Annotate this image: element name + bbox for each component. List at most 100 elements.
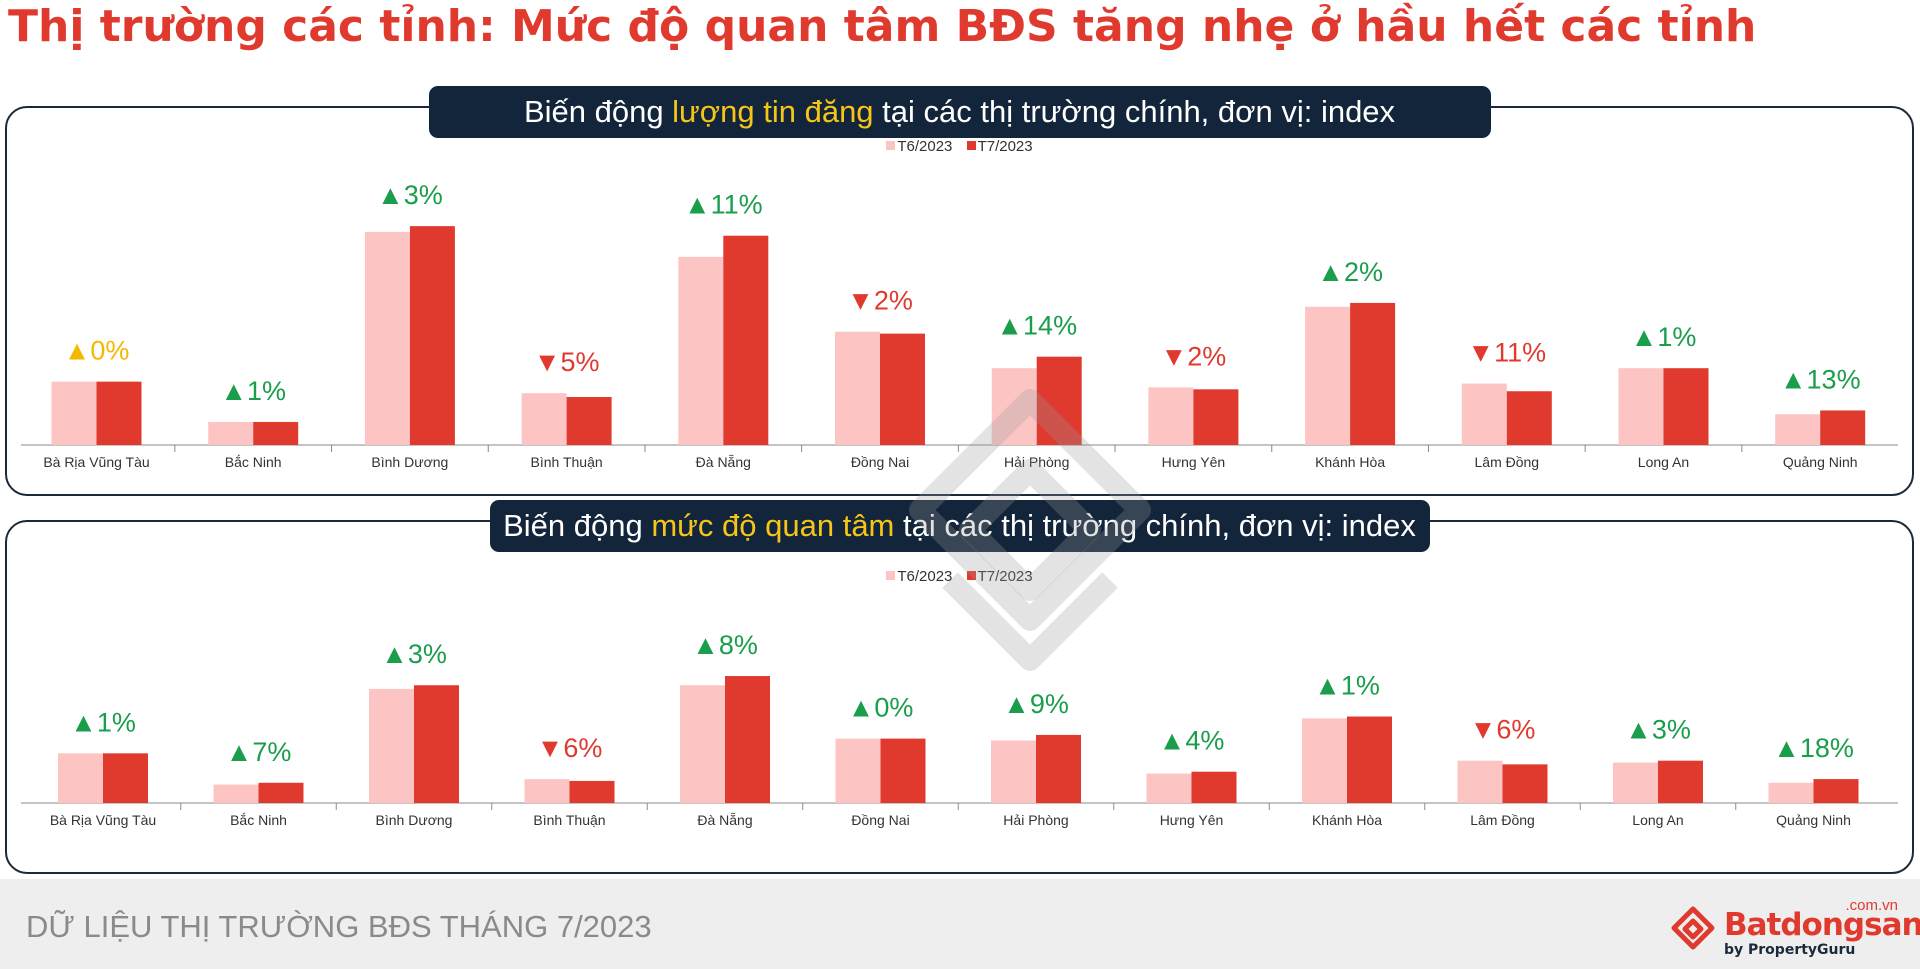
change-label: ▲8% bbox=[692, 630, 758, 660]
x-tick-label: Quảng Ninh bbox=[1776, 812, 1851, 828]
bar-t7-2023 bbox=[1347, 716, 1392, 803]
bar-t7-2023 bbox=[725, 676, 770, 803]
chart-title-prefix: Biến động bbox=[523, 94, 673, 129]
change-label: ▼6% bbox=[1470, 715, 1536, 745]
bar-t7-2023 bbox=[414, 685, 459, 803]
brand-domain: .com.vn bbox=[1845, 897, 1898, 914]
legend-item-prev: T6/2023 bbox=[886, 568, 952, 585]
legend-label-curr: T7/2023 bbox=[977, 568, 1033, 585]
legend-swatch-curr bbox=[966, 141, 976, 150]
change-label: ▲18% bbox=[1773, 733, 1854, 763]
bar-t7-2023 bbox=[1193, 389, 1239, 445]
bar-t6-2023 bbox=[1148, 387, 1194, 445]
bar-t6-2023 bbox=[364, 231, 410, 445]
bar-t7-2023 bbox=[253, 421, 299, 445]
bar-t6-2023 bbox=[1457, 760, 1503, 803]
chart-title-highlight: lượng tin đăng bbox=[672, 94, 874, 129]
change-label: ▲13% bbox=[1780, 364, 1861, 394]
bar-t6-2023 bbox=[51, 381, 97, 445]
chart-title: Biến động lượng tin đăng tại các thị trư… bbox=[428, 86, 1491, 138]
x-tick-label: Đồng Nai bbox=[851, 454, 909, 470]
bar-t7-2023 bbox=[409, 226, 455, 445]
bar-t6-2023 bbox=[58, 753, 103, 803]
chart-title-prefix: Biến động bbox=[503, 508, 652, 543]
legend-swatch-prev bbox=[886, 141, 896, 150]
change-label: ▲3% bbox=[381, 639, 447, 669]
change-label: ▲7% bbox=[226, 737, 292, 767]
change-label: ▲1% bbox=[220, 376, 286, 406]
x-tick-label: Hưng Yên bbox=[1162, 454, 1226, 470]
x-tick-label: Long An bbox=[1638, 454, 1689, 470]
change-label: ▲1% bbox=[70, 707, 136, 737]
legend-label-prev: T6/2023 bbox=[897, 138, 953, 155]
bar-t6-2023 bbox=[1775, 414, 1821, 445]
bar-t6-2023 bbox=[1768, 782, 1814, 803]
bar-t6-2023 bbox=[835, 738, 881, 803]
bar-t7-2023 bbox=[1036, 356, 1082, 445]
chart-legend: T6/2023 T7/2023 bbox=[7, 568, 1912, 585]
legend-label-curr: T7/2023 bbox=[977, 138, 1033, 155]
bar-t6-2023 bbox=[213, 784, 259, 803]
legend-label-prev: T6/2023 bbox=[897, 568, 953, 585]
footer-bar: DỮ LIỆU THỊ TRƯỜNG BĐS THÁNG 7/2023 .com… bbox=[0, 879, 1920, 969]
bar-t7-2023 bbox=[103, 753, 148, 803]
x-tick-label: Khánh Hòa bbox=[1315, 454, 1385, 470]
bar-t6-2023 bbox=[521, 393, 567, 445]
bar-t6-2023 bbox=[1146, 773, 1192, 803]
x-tick-label: Bình Thuận bbox=[533, 812, 605, 828]
change-label: ▲3% bbox=[377, 180, 443, 210]
legend-item-curr: T7/2023 bbox=[966, 138, 1033, 155]
x-tick-label: Lâm Đồng bbox=[1470, 812, 1535, 828]
bar-t7-2023 bbox=[258, 782, 304, 803]
legend-item-prev: T6/2023 bbox=[886, 138, 952, 155]
change-label: ▲9% bbox=[1003, 689, 1069, 719]
bar-t6-2023 bbox=[680, 685, 725, 803]
x-tick-label: Đà Nẵng bbox=[697, 812, 752, 828]
chart-title-suffix: tại các thị trường chính, đơn vị: index bbox=[873, 94, 1396, 129]
brand-tagline: by PropertyGuru bbox=[1724, 942, 1856, 958]
chart-title: Biến động mức độ quan tâm tại các thị tr… bbox=[489, 500, 1430, 552]
change-label: ▲4% bbox=[1159, 726, 1225, 756]
bar-t6-2023 bbox=[208, 421, 254, 445]
bar-t7-2023 bbox=[1350, 302, 1396, 445]
chart-legend: T6/2023 T7/2023 bbox=[7, 138, 1912, 155]
x-tick-label: Bắc Ninh bbox=[230, 812, 287, 828]
change-label: ▼11% bbox=[1467, 338, 1546, 368]
bar-t6-2023 bbox=[524, 779, 570, 803]
bar-t6-2023 bbox=[369, 688, 414, 803]
x-tick-label: Bà Rịa Vũng Tàu bbox=[50, 812, 156, 828]
change-label: ▼5% bbox=[534, 347, 600, 377]
chart-title-suffix: tại các thị trường chính, đơn vị: index bbox=[894, 508, 1416, 543]
legend-item-curr: T7/2023 bbox=[966, 568, 1033, 585]
x-tick-label: Đà Nẵng bbox=[696, 454, 751, 470]
bar-t6-2023 bbox=[835, 331, 880, 445]
change-label: ▼6% bbox=[537, 733, 603, 763]
bar-t7-2023 bbox=[1658, 760, 1703, 803]
listing-volume-chart: Bà Rịa Vũng Tàu ▲0% Bắc Ninh ▲1% Bình Dương ▲… bbox=[21, 180, 1898, 470]
chart-title-highlight: mức độ quan tâm bbox=[651, 508, 895, 543]
change-label: ▲14% bbox=[996, 311, 1077, 341]
bar-t7-2023 bbox=[880, 333, 925, 445]
bar-t7-2023 bbox=[1502, 764, 1548, 803]
bar-t7-2023 bbox=[880, 738, 926, 803]
page-title: Thị trường các tỉnh: Mức độ quan tâm BĐS… bbox=[8, 1, 1757, 52]
bar-t7-2023 bbox=[569, 780, 615, 803]
legend-swatch-curr bbox=[966, 571, 976, 580]
x-tick-label: Bình Dương bbox=[376, 812, 453, 828]
bar-t7-2023 bbox=[1506, 391, 1552, 445]
bar-t6-2023 bbox=[1613, 762, 1658, 803]
bar-t6-2023 bbox=[1305, 306, 1351, 445]
change-label: ▲0% bbox=[64, 336, 130, 366]
bar-t6-2023 bbox=[991, 740, 1036, 803]
x-tick-label: Bình Dương bbox=[371, 454, 448, 470]
change-label: ▲1% bbox=[1631, 322, 1697, 352]
bar-t7-2023 bbox=[1820, 410, 1866, 445]
bar-t6-2023 bbox=[1302, 718, 1347, 803]
bar-t7-2023 bbox=[1191, 771, 1237, 803]
brand-name: Batdongsan bbox=[1724, 907, 1920, 943]
bar-t6-2023 bbox=[1461, 383, 1507, 445]
x-tick-label: Hưng Yên bbox=[1160, 812, 1224, 828]
footer-caption: DỮ LIỆU THỊ TRƯỜNG BĐS THÁNG 7/2023 bbox=[26, 909, 652, 944]
change-label: ▲0% bbox=[848, 693, 914, 723]
brand-logo: .com.vn Batdongsan by PropertyGuru bbox=[1668, 897, 1920, 958]
